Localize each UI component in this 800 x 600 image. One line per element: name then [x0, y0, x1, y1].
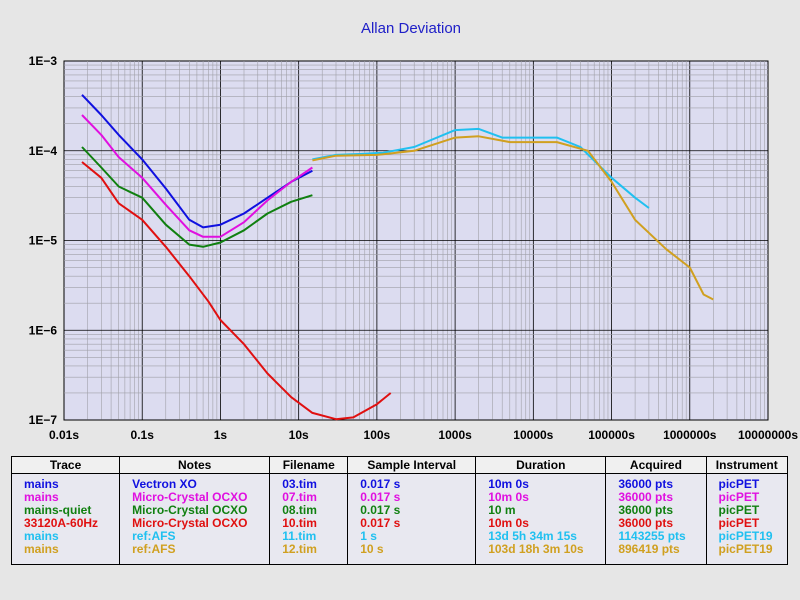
legend-header-cell: Filename — [269, 457, 349, 474]
legend-cell: 10m 0s — [475, 517, 607, 530]
legend-cell: 11.tim — [269, 530, 349, 543]
y-tick-label: 1E−7 — [29, 413, 58, 427]
legend-cell: 896419 pts — [605, 543, 707, 556]
legend-cell: 36000 pts — [605, 491, 707, 504]
grid — [63, 61, 768, 421]
y-tick-label: 1E−6 — [29, 323, 58, 337]
legend-cell: 36000 pts — [605, 517, 707, 530]
series-line-6 — [312, 135, 714, 301]
x-tick-label: 1s — [214, 428, 228, 442]
legend-cell: Micro-Crystal OCXO — [119, 517, 271, 530]
legend-header-cell: Duration — [475, 457, 607, 474]
x-axis-ticks: 0.01s 0.1s 1s 10s 100s 1000s 10000s 100000s 1000… — [49, 428, 798, 442]
legend-row: mains ref:AFS 11.tim 1 s 13d 5h 34m 15s 11432… — [12, 530, 787, 543]
legend-cell: mains — [12, 530, 121, 543]
legend-cell: 1143255 pts — [605, 530, 707, 543]
legend-cell: picPET — [718, 490, 760, 504]
legend-cell: 10m 0s — [475, 491, 607, 504]
series-line-1 — [81, 94, 313, 229]
legend-cell: 103d 18h 3m 10s — [475, 543, 607, 556]
legend-table: Trace Notes Filename Sample Interval Duratio… — [11, 456, 788, 565]
legend-cell: 0.017 s — [347, 504, 477, 517]
series-line-3 — [81, 146, 313, 248]
y-tick-label: 1E−4 — [29, 144, 58, 158]
legend-cell: 36000 pts — [605, 478, 707, 491]
legend-cell: 10 m — [475, 504, 607, 517]
legend-row: mains Vectron XO 03.tim 0.017 s 10m 0s 36000 … — [12, 478, 787, 491]
legend-cell: ref:AFS — [119, 543, 271, 556]
legend-cell: picPET — [718, 503, 760, 517]
legend-cell: mains — [12, 478, 121, 491]
legend-row: 33120A-60Hz Micro-Crystal OCXO 10.tim 0.017… — [12, 517, 787, 530]
legend-cell: Vectron XO — [119, 478, 271, 491]
x-tick-label: 0.1s — [131, 428, 155, 442]
legend-cell: 10m 0s — [475, 478, 607, 491]
legend-cell: Micro-Crystal OCXO — [119, 491, 271, 504]
x-tick-label: 100s — [364, 428, 391, 442]
legend-cell: 10.tim — [269, 517, 349, 530]
legend-row: mains-quiet Micro-Crystal OCXO 08.tim 0.017… — [12, 504, 787, 517]
legend-cell: 12.tim — [269, 543, 349, 556]
legend-row: mains Micro-Crystal OCXO 07.tim 0.017 s 10m … — [12, 491, 787, 504]
legend-cell: picPET19 — [718, 529, 773, 543]
y-tick-label: 1E−3 — [29, 54, 58, 68]
x-tick-label: 10000000s — [738, 428, 798, 442]
legend-cell: 03.tim — [269, 478, 349, 491]
x-tick-label: 10s — [289, 428, 309, 442]
legend-header-cell: Sample Interval — [347, 457, 477, 474]
series-line-5 — [312, 127, 650, 209]
legend-cell: ref:AFS — [119, 530, 271, 543]
legend-cell: 0.017 s — [347, 478, 477, 491]
series-line-2 — [81, 114, 313, 238]
legend-cell: mains — [12, 543, 121, 556]
legend-cell: 0.017 s — [347, 517, 477, 530]
legend-header-cell: Acquired — [605, 457, 707, 474]
legend-cell: 36000 pts — [605, 504, 707, 517]
chart-title: Allan Deviation — [361, 20, 461, 37]
legend-row: mains ref:AFS 12.tim 10 s 103d 18h 3m 10s 896… — [12, 543, 787, 556]
legend-cell: 0.017 s — [347, 491, 477, 504]
legend-cell: 10 s — [347, 543, 477, 556]
series-lines — [81, 94, 714, 421]
x-tick-label: 1000s — [438, 428, 472, 442]
x-tick-label: 100000s — [588, 428, 635, 442]
y-axis-ticks: 1E−3 1E−4 1E−5 1E−6 1E−7 — [29, 54, 58, 427]
legend-cell: picPET19 — [718, 542, 773, 556]
legend-header-row: Trace Notes Filename Sample Interval Duratio… — [12, 457, 787, 474]
legend-cell: picPET — [718, 516, 760, 530]
legend-header-cell: Trace — [12, 457, 121, 474]
y-tick-label: 1E−5 — [29, 234, 58, 248]
series-line-4 — [81, 161, 392, 421]
legend-cell: picPET — [718, 477, 760, 491]
legend-cell: 33120A-60Hz — [12, 517, 121, 530]
legend-cell: 1 s — [347, 530, 477, 543]
legend-cell: 13d 5h 34m 15s — [475, 530, 607, 543]
legend-header-cell: Instrument — [706, 457, 787, 474]
x-tick-label: 0.01s — [49, 428, 79, 442]
legend-cell: mains — [12, 491, 121, 504]
legend-header-cell: Notes — [119, 457, 271, 474]
x-tick-label: 1000000s — [663, 428, 717, 442]
legend-cell: 08.tim — [269, 504, 349, 517]
legend-cell: mains-quiet — [12, 504, 121, 517]
x-tick-label: 10000s — [513, 428, 553, 442]
legend-cell: 07.tim — [269, 491, 349, 504]
legend-cell: Micro-Crystal OCXO — [119, 504, 271, 517]
allan-deviation-chart: Allan Deviation 0.01s 0.1s 1s 10s 100s 1000s 1… — [29, 20, 799, 442]
